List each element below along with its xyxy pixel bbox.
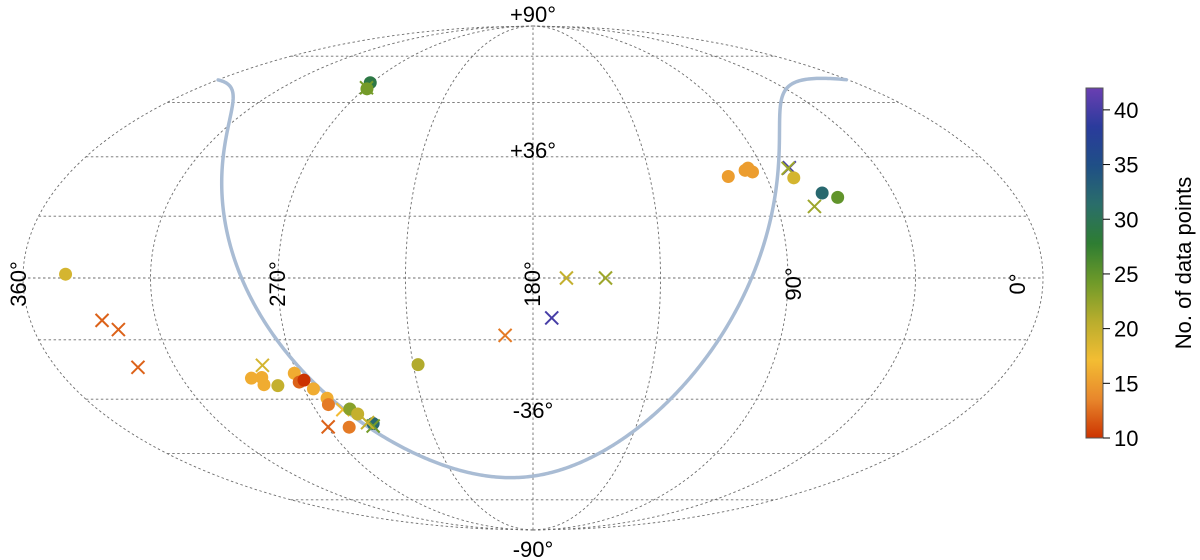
colorbar-tick-label-1: 15 bbox=[1114, 371, 1138, 396]
colorbar-ticks: 10 15 20 25 30 35 40 bbox=[1103, 98, 1138, 451]
colorbar-tick-label-2: 20 bbox=[1114, 317, 1138, 342]
data-point-cross-20 bbox=[497, 328, 513, 343]
data-point-cross-39 bbox=[320, 419, 336, 435]
lat-label-minus36: -36° bbox=[513, 398, 554, 423]
grid-meridian-0 bbox=[532, 25, 1044, 531]
data-point-cross-19 bbox=[544, 310, 559, 326]
data-point-circle-29 bbox=[297, 373, 311, 387]
lat-label-plus36: +36° bbox=[510, 138, 556, 163]
lat-label-minus90: -90° bbox=[513, 537, 554, 560]
grid-meridian-3 bbox=[532, 25, 661, 531]
data-point-circle-9 bbox=[787, 171, 801, 185]
colorbar-tick-label-3: 25 bbox=[1114, 262, 1138, 287]
data-point-circle-40 bbox=[342, 420, 356, 434]
data-points bbox=[59, 76, 845, 435]
lon-label-180: 180° bbox=[520, 261, 545, 307]
data-point-cross-18 bbox=[598, 270, 613, 286]
data-point-cross-16 bbox=[130, 360, 146, 375]
colorbar-tick-label-6: 40 bbox=[1114, 98, 1138, 123]
data-point-circle-5 bbox=[746, 165, 760, 179]
data-point-cross-17 bbox=[559, 270, 574, 286]
data-point-circle-23 bbox=[244, 371, 258, 385]
colorbar-tick-label-0: 10 bbox=[1114, 426, 1138, 451]
galactic-plane-curve bbox=[216, 76, 849, 480]
lon-label-270: 270° bbox=[265, 261, 290, 307]
data-point-cross-14 bbox=[94, 313, 110, 328]
lon-label-360: 360° bbox=[6, 261, 31, 307]
colorbar-gradient bbox=[1085, 87, 1104, 439]
data-point-circle-13 bbox=[59, 267, 73, 281]
colorbar-tick-label-5: 35 bbox=[1114, 153, 1138, 178]
grid-meridian-1 bbox=[532, 25, 916, 531]
grid-meridian-5 bbox=[405, 25, 534, 531]
data-point-circle-2 bbox=[360, 82, 374, 96]
data-point-cross-12 bbox=[807, 199, 822, 214]
data-point-cross-22 bbox=[255, 358, 270, 373]
grid-meridian-2 bbox=[532, 25, 789, 531]
grid-meridian-8 bbox=[22, 25, 534, 531]
colorbar: 10 15 20 25 30 35 40 No. of data points bbox=[1085, 87, 1196, 451]
data-point-circle-10 bbox=[815, 186, 829, 200]
colorbar-label: No. of data points bbox=[1171, 177, 1196, 349]
lat-label-plus90: +90° bbox=[510, 2, 556, 27]
data-point-cross-38 bbox=[360, 415, 375, 430]
data-point-circle-30 bbox=[306, 382, 320, 396]
lon-label-90: 90° bbox=[781, 267, 806, 300]
data-point-circle-6 bbox=[721, 170, 735, 184]
data-point-circle-25 bbox=[257, 378, 271, 392]
data-point-circle-11 bbox=[831, 190, 845, 204]
data-point-circle-26 bbox=[271, 379, 285, 393]
lon-label-0: 0° bbox=[1005, 273, 1030, 294]
colorbar-tick-label-4: 30 bbox=[1114, 207, 1138, 232]
grid-meridian-7 bbox=[150, 25, 534, 531]
data-point-circle-21 bbox=[411, 358, 425, 372]
data-point-circle-32 bbox=[321, 398, 335, 412]
data-point-cross-15 bbox=[111, 322, 126, 337]
